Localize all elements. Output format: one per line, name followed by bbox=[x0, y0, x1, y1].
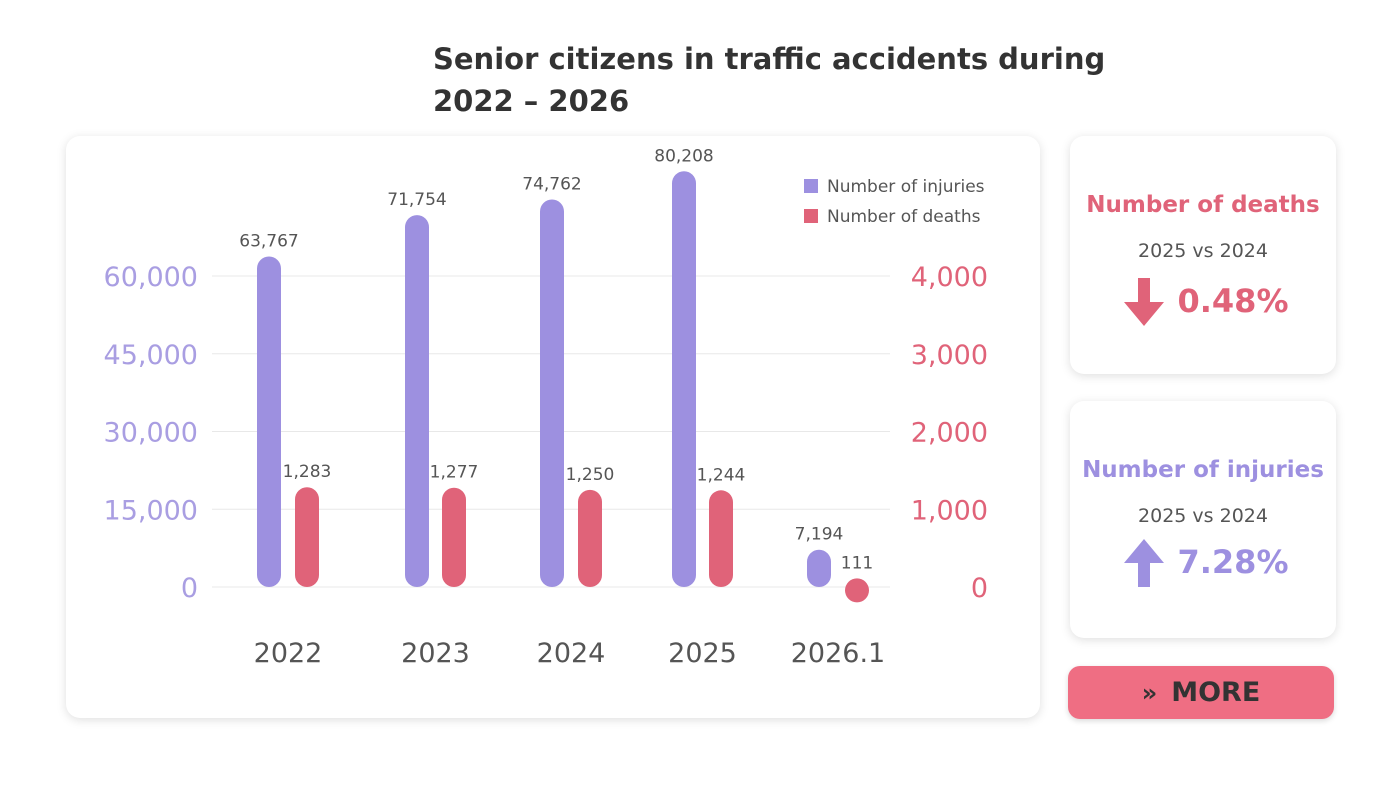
legend-swatch bbox=[804, 179, 818, 193]
right-tick-label: 4,000 bbox=[911, 262, 988, 293]
data-label-deaths: 1,250 bbox=[566, 465, 615, 485]
right-tick-label: 1,000 bbox=[911, 495, 988, 526]
bar-injuries bbox=[672, 171, 696, 588]
bar-deaths bbox=[295, 487, 319, 587]
bar-injuries bbox=[257, 256, 281, 587]
bar-injuries bbox=[405, 215, 429, 587]
left-tick-label: 60,000 bbox=[104, 262, 198, 293]
injuries-card-change: 7.28% bbox=[1177, 543, 1289, 581]
bar-deaths bbox=[442, 487, 466, 587]
left-tick-label: 30,000 bbox=[104, 418, 198, 449]
right-tick-label: 2,000 bbox=[911, 418, 988, 449]
bar-deaths bbox=[709, 490, 733, 587]
data-label-injuries: 7,194 bbox=[795, 525, 844, 545]
data-label-deaths: 111 bbox=[841, 553, 873, 573]
left-tick-label: 15,000 bbox=[104, 495, 198, 526]
injuries-card: Number of injuries 2025 vs 2024 7.28% bbox=[1070, 401, 1336, 638]
arrow-up-icon bbox=[1124, 539, 1164, 587]
legend-label: Number of injuries bbox=[827, 177, 985, 197]
deaths-card-title: Number of deaths bbox=[1086, 192, 1320, 218]
bar-injuries bbox=[540, 199, 564, 587]
deaths-card-change: 0.48% bbox=[1177, 282, 1289, 320]
left-tick-label: 0 bbox=[181, 573, 198, 604]
x-tick-label: 2024 bbox=[537, 638, 606, 669]
title-line-2: 2022 – 2026 bbox=[433, 84, 630, 118]
x-tick-label: 2025 bbox=[668, 638, 737, 669]
page-title: Senior citizens in traffic accidents dur… bbox=[433, 38, 1105, 122]
deaths-card-comparison: 2025 vs 2024 bbox=[1138, 240, 1268, 262]
x-tick-label: 2026.1 bbox=[791, 638, 885, 669]
x-tick-label: 2022 bbox=[254, 638, 323, 669]
data-label-injuries: 80,208 bbox=[654, 146, 713, 166]
left-tick-label: 45,000 bbox=[104, 340, 198, 371]
data-label-injuries: 74,762 bbox=[522, 174, 581, 194]
legend-swatch bbox=[804, 209, 818, 223]
bar-deaths bbox=[578, 489, 602, 587]
more-button-label: MORE bbox=[1171, 677, 1261, 708]
data-label-deaths: 1,277 bbox=[430, 463, 479, 483]
data-label-deaths: 1,283 bbox=[283, 462, 332, 482]
injuries-card-title: Number of injuries bbox=[1082, 457, 1324, 483]
double-chevron-right-icon: » bbox=[1141, 678, 1158, 707]
right-tick-label: 3,000 bbox=[911, 340, 988, 371]
data-label-injuries: 71,754 bbox=[387, 190, 446, 210]
deaths-card: Number of deaths 2025 vs 2024 0.48% bbox=[1070, 136, 1336, 374]
more-button[interactable]: » MORE bbox=[1068, 666, 1334, 719]
data-label-injuries: 63,767 bbox=[239, 231, 298, 251]
legend-label: Number of deaths bbox=[827, 207, 981, 227]
x-tick-label: 2023 bbox=[401, 638, 470, 669]
injuries-card-comparison: 2025 vs 2024 bbox=[1138, 505, 1268, 527]
bar-deaths bbox=[845, 578, 869, 603]
arrow-down-icon bbox=[1124, 278, 1164, 326]
data-label-deaths: 1,244 bbox=[697, 465, 746, 485]
bar-injuries bbox=[807, 549, 831, 587]
title-line-1: Senior citizens in traffic accidents dur… bbox=[433, 42, 1106, 76]
right-tick-label: 0 bbox=[971, 573, 988, 604]
